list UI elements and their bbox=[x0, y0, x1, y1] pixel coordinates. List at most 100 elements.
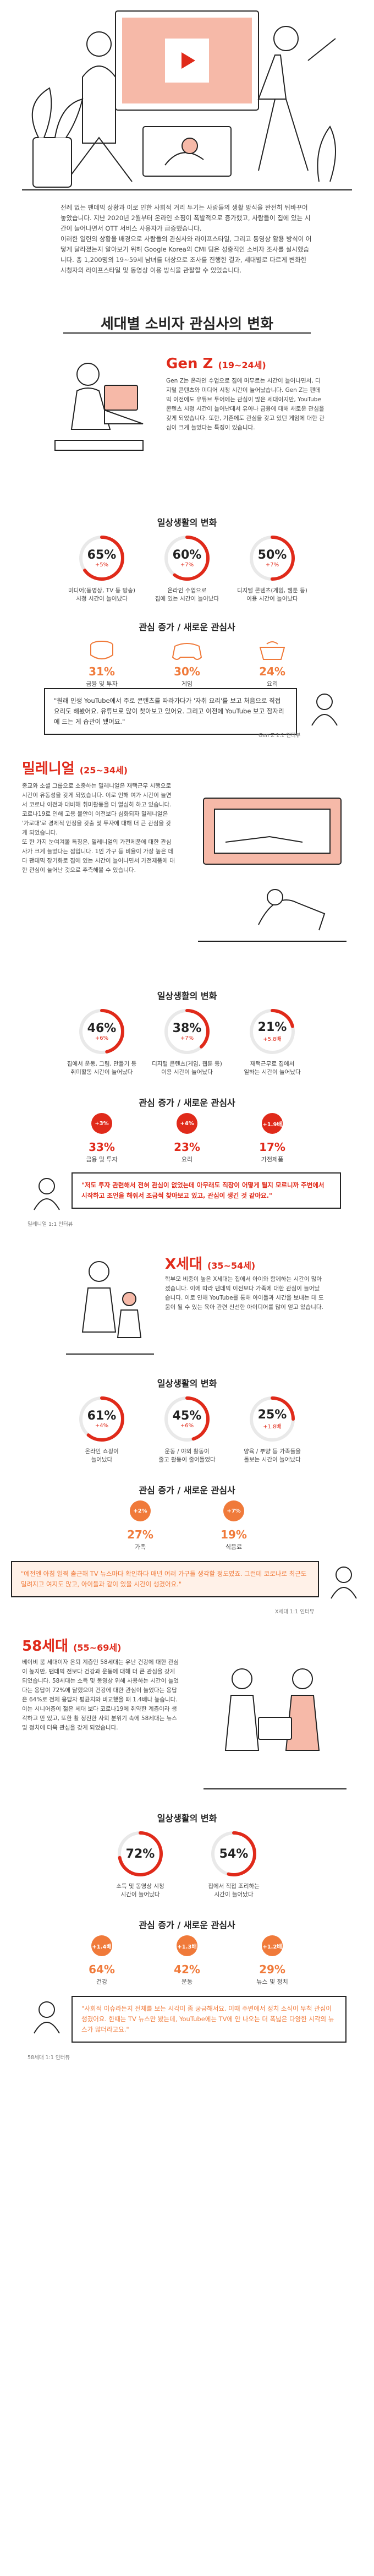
genz-stat-1-delta: +5% bbox=[95, 562, 109, 568]
gen58-stat-1-ring bbox=[118, 1831, 163, 1876]
ring-progress bbox=[164, 1396, 210, 1442]
genz-stat-3-delta: +7% bbox=[265, 562, 279, 568]
title-divider bbox=[63, 332, 311, 334]
gen58-interest-3-badge: +1.2배 bbox=[262, 1935, 283, 1956]
genx-title-text: X세대 bbox=[165, 1256, 202, 1273]
mil-quote: "저도 투자 관련해서 전혀 관심이 없었는데 아무래도 직장이 어떻게 될지 … bbox=[72, 1172, 341, 1209]
gen58-illustration bbox=[204, 1668, 346, 1789]
mil-stat-3: 21% +5.8배 재택근무로 집에서 일하는 시간이 늘어났다 bbox=[231, 1006, 314, 1077]
genz-change-title: 일상생활의 변화 bbox=[157, 517, 217, 528]
mil-quote-source: 밀레니얼 1:1 인터뷰 bbox=[28, 1221, 73, 1227]
mil-interest-2-pct: 23% bbox=[174, 1140, 200, 1154]
mil-interest-1-badge: +3% bbox=[91, 1113, 112, 1134]
gen58-desc: 베이비 붐 세대이자 은퇴 계층인 58세대는 유난 건강에 대한 관심이 높지… bbox=[22, 1659, 179, 1731]
genz-interest-2-pct: 30% bbox=[174, 665, 200, 678]
mil-stat-2-pct: 38% bbox=[172, 1022, 202, 1035]
mil-age: (25~34세) bbox=[79, 765, 128, 776]
mil-stat-1-caption: 집에서 운동, 그림, 만들기 등 취미활동 시간이 늘어났다 bbox=[67, 1061, 137, 1076]
mil-interest-2-badge: +4% bbox=[177, 1113, 197, 1134]
genz-title-text: Gen Z bbox=[166, 356, 213, 372]
genz-interest-title: 관심 증가 / 새로운 관심사 bbox=[139, 622, 235, 632]
gen58-stat-1: 72% 소득 및 동영상 시청 시간이 늘어났다 bbox=[99, 1829, 182, 1899]
gen58-title-text: 58세대 bbox=[22, 1638, 69, 1655]
gen58-quote-text: "사회적 이슈라든지 전체를 보는 시각이 좀 궁금해서요. 이때 주변에서 정… bbox=[81, 2005, 334, 2033]
mil-interest-2: +4% 23% 요리 bbox=[146, 1113, 228, 1164]
genz-title: Gen Z (19~24세) bbox=[166, 356, 266, 372]
mil-stat-3-pct: 21% bbox=[257, 1020, 287, 1034]
gen58-interest-title: 관심 증가 / 새로운 관심사 bbox=[139, 1920, 235, 1930]
genz-stat-2-ring bbox=[164, 536, 210, 581]
genx-stat-2-pct: 45% bbox=[172, 1409, 202, 1423]
genx-interest-2-pct: 19% bbox=[221, 1528, 247, 1541]
mil-change-title: 일상생활의 변화 bbox=[157, 991, 217, 1001]
gen58-interest-2-label: 운동 bbox=[181, 1978, 193, 1985]
genz-age: (19~24세) bbox=[218, 360, 266, 370]
hero-illustration bbox=[22, 10, 352, 190]
cooking-pot-icon bbox=[259, 641, 285, 660]
genz-stat-3-ring bbox=[250, 536, 295, 581]
genz-stat-3-pct: 50% bbox=[257, 548, 287, 562]
gen58-interest-3: +1.2배 29% 뉴스 및 정치 bbox=[231, 1935, 314, 1986]
genx-stat-3: 25% +1.8배 양육 / 부양 등 가족들을 돌보는 시간이 늘어났다 bbox=[231, 1394, 314, 1464]
genz-stat-2-caption: 온라인 수업으로 집에 있는 시간이 늘어났다 bbox=[155, 587, 219, 602]
genx-quote-source: X세대 1:1 인터뷰 bbox=[275, 1609, 315, 1615]
mil-interest-1: +3% 33% 금융 및 투자 bbox=[61, 1113, 143, 1164]
mil-stat-3-ring bbox=[250, 1009, 295, 1054]
gen58-title: 58세대 (55~69세) bbox=[22, 1635, 121, 1655]
mil-stat-1-pct: 46% bbox=[87, 1022, 117, 1035]
mil-interest-1-label: 금융 및 투자 bbox=[86, 1156, 118, 1163]
gen58-stat-1-caption: 소득 및 동영상 시청 시간이 늘어났다 bbox=[116, 1883, 164, 1898]
genx-quote: "예전엔 아침 일찍 출근해 TV 뉴스마다 확인하다 매년 여러 가구들 생각… bbox=[11, 1561, 319, 1597]
genz-interest-2: 30% 게임 bbox=[146, 638, 228, 688]
gen58-quote-source: 58세대 1:1 인터뷰 bbox=[28, 2055, 70, 2061]
main-title: 세대별 소비자 관심사의 변화 bbox=[100, 316, 274, 332]
genz-quote: "원래 인생 YouTube에서 주로 콘텐츠를 따라가다가 '자취 요리'를 … bbox=[44, 688, 297, 735]
genz-interest-3-pct: 24% bbox=[259, 665, 285, 678]
genx-stat-1-delta: +4% bbox=[95, 1423, 109, 1429]
genz-stat-3: 50% +7% 디지털 콘텐츠(게임, 웹툰 등) 이용 시간이 늘어났다 bbox=[231, 533, 314, 603]
mil-stat-1-delta: +6% bbox=[95, 1035, 109, 1041]
genx-interest-2-badge: +7% bbox=[223, 1500, 244, 1521]
ring-progress bbox=[79, 1009, 124, 1054]
genz-interviewee-avatar bbox=[311, 694, 338, 726]
ring-progress bbox=[164, 1009, 210, 1054]
genz-stat-1-ring bbox=[79, 536, 124, 581]
gamepad-icon bbox=[172, 643, 202, 660]
ring-progress bbox=[211, 1831, 256, 1876]
mil-interest-3-pct: 17% bbox=[259, 1140, 285, 1154]
mil-interest-2-label: 요리 bbox=[181, 1156, 193, 1163]
genz-stat-2-delta: +7% bbox=[180, 562, 194, 568]
genx-stat-2-caption: 운동 / 야외 활동이 줄고 활동이 줄어들었다 bbox=[158, 1448, 216, 1463]
genz-interest-3-label: 요리 bbox=[266, 680, 278, 687]
ring-progress bbox=[250, 1009, 295, 1054]
mil-stat-3-delta: +5.8배 bbox=[263, 1036, 282, 1043]
genz-interest-1-pct: 31% bbox=[89, 665, 115, 678]
gen58-interest-1: +1.4배 64% 건강 bbox=[61, 1935, 143, 1986]
genx-stat-3-ring bbox=[250, 1396, 295, 1442]
genz-illustration bbox=[54, 363, 144, 451]
gen58-interest-2-badge: +1.3배 bbox=[177, 1935, 197, 1956]
genz-stat-1-pct: 65% bbox=[87, 548, 117, 562]
ring-progress bbox=[250, 536, 295, 581]
genx-interest-1-pct: 27% bbox=[127, 1528, 153, 1541]
genz-stat-2: 60% +7% 온라인 수업으로 집에 있는 시간이 늘어났다 bbox=[146, 533, 228, 603]
mil-interest-3-badge: +1.9배 bbox=[262, 1113, 283, 1134]
genx-interest-title: 관심 증가 / 새로운 관심사 bbox=[139, 1485, 235, 1496]
genx-interest-1-badge: +2% bbox=[130, 1500, 151, 1521]
genx-stat-1: 61% +4% 온라인 쇼핑이 늘어났다 bbox=[61, 1394, 143, 1464]
gen58-stat-2-pct: 54% bbox=[219, 1847, 249, 1861]
genx-stat-2: 45% +6% 운동 / 야외 활동이 줄고 활동이 줄어들었다 bbox=[146, 1394, 228, 1464]
mil-stat-3-caption: 재택근무로 집에서 일하는 시간이 늘어났다 bbox=[244, 1061, 301, 1076]
gen58-interest-3-label: 뉴스 및 정치 bbox=[256, 1978, 288, 1985]
genx-interest-1: +2% 27% 가족 bbox=[99, 1500, 182, 1551]
mil-stat-2-delta: +7% bbox=[180, 1035, 194, 1041]
genz-desc: Gen Z는 온라인 수업으로 집에 머무르는 시간이 늘어나면서, 디지털 콘… bbox=[166, 378, 324, 431]
ring-progress bbox=[164, 536, 210, 581]
genx-interviewee-avatar bbox=[331, 1567, 357, 1599]
mil-interviewee-avatar bbox=[34, 1178, 60, 1210]
genz-interest-2-label: 게임 bbox=[181, 680, 193, 687]
genx-illustration bbox=[66, 1261, 154, 1355]
mil-quote-text: "저도 투자 관련해서 전혀 관심이 없었는데 아무래도 직장이 어떻게 될지 … bbox=[81, 1181, 324, 1199]
mil-stat-1: 46% +6% 집에서 운동, 그림, 만들기 등 취미활동 시간이 늘어났다 bbox=[61, 1006, 143, 1077]
genx-stat-3-caption: 양육 / 부양 등 가족들을 돌보는 시간이 늘어났다 bbox=[244, 1448, 301, 1463]
